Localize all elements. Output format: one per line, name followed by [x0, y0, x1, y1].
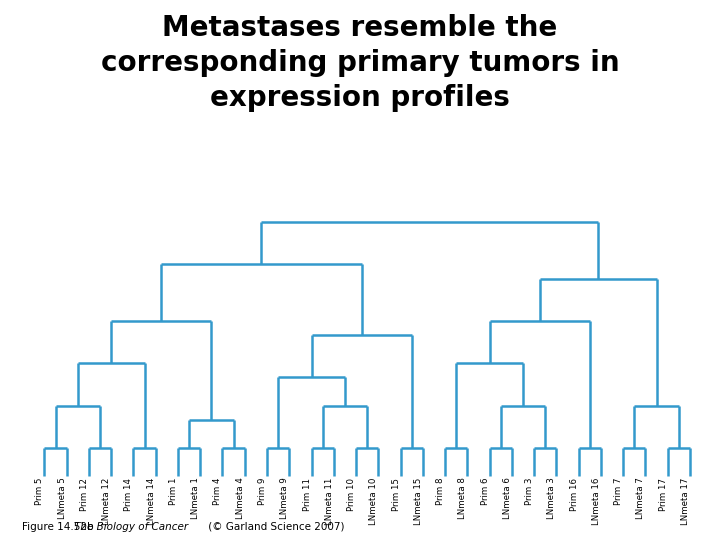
Text: LNmeta 14: LNmeta 14 — [147, 477, 156, 525]
Text: LNmeta 10: LNmeta 10 — [369, 477, 378, 525]
Text: Prim 16: Prim 16 — [570, 477, 579, 510]
Text: Prim 15: Prim 15 — [392, 477, 400, 510]
Text: Prim 17: Prim 17 — [659, 477, 667, 510]
Text: LNmeta 17: LNmeta 17 — [681, 477, 690, 525]
Text: LNmeta 15: LNmeta 15 — [414, 477, 423, 525]
Text: LNmeta 1: LNmeta 1 — [192, 477, 200, 519]
Text: (© Garland Science 2007): (© Garland Science 2007) — [205, 522, 345, 532]
Text: Prim 4: Prim 4 — [214, 477, 222, 505]
Text: LNmeta 4: LNmeta 4 — [235, 477, 245, 519]
Text: Prim 12: Prim 12 — [80, 477, 89, 510]
Text: Prim 3: Prim 3 — [525, 477, 534, 505]
Text: The Biology of Cancer: The Biology of Cancer — [74, 522, 189, 532]
Text: Prim 10: Prim 10 — [347, 477, 356, 510]
Text: Prim 7: Prim 7 — [614, 477, 624, 505]
Text: Figure 14.52b: Figure 14.52b — [22, 522, 100, 532]
Text: Metastases resemble the: Metastases resemble the — [163, 14, 557, 42]
Text: Prim 5: Prim 5 — [35, 477, 45, 505]
Text: Prim 14: Prim 14 — [125, 477, 133, 510]
Text: expression profiles: expression profiles — [210, 84, 510, 112]
Text: LNmeta 12: LNmeta 12 — [102, 477, 111, 525]
Text: Prim 11: Prim 11 — [302, 477, 312, 510]
Text: corresponding primary tumors in: corresponding primary tumors in — [101, 49, 619, 77]
Text: Prim 1: Prim 1 — [169, 477, 178, 505]
Text: LNmeta 8: LNmeta 8 — [459, 477, 467, 519]
Text: LNmeta 9: LNmeta 9 — [280, 477, 289, 519]
Text: LNmeta 7: LNmeta 7 — [636, 477, 646, 519]
Text: LNmeta 3: LNmeta 3 — [547, 477, 557, 519]
Text: Prim 8: Prim 8 — [436, 477, 445, 505]
Text: LNmeta 11: LNmeta 11 — [325, 477, 334, 525]
Text: Prim 6: Prim 6 — [481, 477, 490, 505]
Text: LNmeta 6: LNmeta 6 — [503, 477, 512, 519]
Text: LNmeta 16: LNmeta 16 — [592, 477, 601, 525]
Text: Prim 9: Prim 9 — [258, 477, 267, 505]
Text: LNmeta 5: LNmeta 5 — [58, 477, 67, 519]
